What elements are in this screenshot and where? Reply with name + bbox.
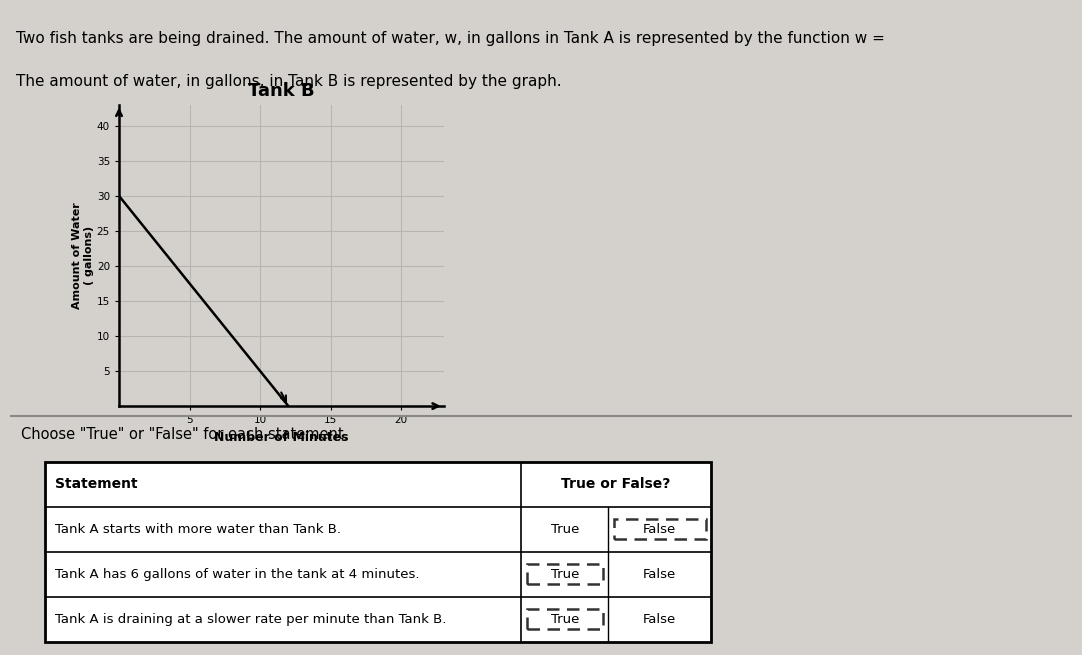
Text: The amount of water, in gallons, in Tank B is represented by the graph.: The amount of water, in gallons, in Tank…	[16, 74, 562, 88]
Text: Tank A has 6 gallons of water in the tank at 4 minutes.: Tank A has 6 gallons of water in the tan…	[55, 568, 420, 581]
Text: True: True	[551, 613, 579, 626]
Text: True: True	[551, 523, 579, 536]
Text: False: False	[643, 523, 676, 536]
FancyBboxPatch shape	[527, 609, 603, 629]
Text: True or False?: True or False?	[562, 477, 671, 491]
FancyBboxPatch shape	[527, 565, 603, 584]
Text: False: False	[643, 613, 676, 626]
Text: Choose "True" or "False" for each statement.: Choose "True" or "False" for each statem…	[22, 427, 348, 442]
X-axis label: Number of Minutes: Number of Minutes	[214, 431, 348, 443]
Text: Statement: Statement	[55, 477, 138, 491]
Text: True: True	[551, 568, 579, 581]
Title: Tank B: Tank B	[248, 83, 315, 100]
FancyBboxPatch shape	[613, 519, 705, 539]
Text: Tank A starts with more water than Tank B.: Tank A starts with more water than Tank …	[55, 523, 342, 536]
Text: False: False	[643, 568, 676, 581]
Text: Tank A is draining at a slower rate per minute than Tank B.: Tank A is draining at a slower rate per …	[55, 613, 447, 626]
Y-axis label: Amount of Water
( gallons): Amount of Water ( gallons)	[72, 202, 94, 309]
Text: Two fish tanks are being drained. The amount of water, w, in gallons in Tank A i: Two fish tanks are being drained. The am…	[16, 31, 885, 46]
